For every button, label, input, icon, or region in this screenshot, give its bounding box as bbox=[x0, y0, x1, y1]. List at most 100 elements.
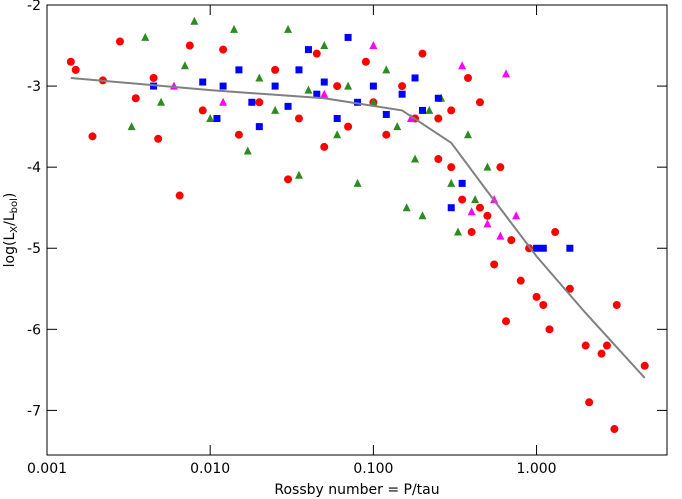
point bbox=[131, 94, 140, 103]
point bbox=[344, 81, 353, 90]
point bbox=[551, 228, 560, 237]
point bbox=[539, 301, 548, 309]
point bbox=[581, 341, 590, 350]
y-label-sub: X bbox=[9, 226, 20, 233]
point bbox=[294, 114, 303, 123]
point bbox=[490, 260, 499, 269]
point bbox=[533, 244, 541, 252]
point bbox=[418, 211, 427, 220]
point bbox=[475, 203, 484, 212]
point bbox=[271, 65, 280, 74]
point bbox=[284, 24, 293, 33]
point bbox=[463, 130, 472, 139]
point bbox=[434, 114, 443, 123]
point bbox=[502, 69, 511, 78]
point bbox=[507, 236, 516, 245]
point bbox=[458, 61, 467, 70]
y-axis-label: log(LX/Lbol) bbox=[2, 193, 20, 268]
point bbox=[219, 97, 228, 106]
point bbox=[382, 65, 391, 74]
point bbox=[565, 284, 574, 293]
point bbox=[115, 37, 124, 46]
point bbox=[66, 57, 75, 66]
y-label-part: log(L bbox=[2, 233, 18, 268]
point bbox=[398, 90, 406, 98]
point bbox=[369, 82, 377, 90]
point bbox=[354, 98, 362, 106]
point bbox=[294, 170, 303, 179]
point bbox=[382, 110, 390, 118]
point bbox=[235, 66, 243, 74]
point bbox=[320, 41, 329, 50]
y-tick-label: -6 bbox=[27, 322, 41, 338]
point bbox=[447, 106, 456, 115]
point bbox=[255, 123, 263, 131]
y-tick-label: -7 bbox=[27, 403, 41, 419]
point bbox=[463, 73, 472, 82]
point bbox=[169, 81, 178, 90]
point bbox=[255, 98, 264, 107]
point bbox=[545, 325, 554, 334]
point bbox=[458, 195, 467, 204]
point bbox=[447, 163, 456, 172]
point bbox=[353, 178, 362, 187]
point bbox=[243, 146, 252, 155]
point bbox=[602, 341, 611, 350]
point bbox=[483, 219, 492, 228]
point bbox=[434, 155, 443, 164]
point bbox=[185, 41, 194, 50]
point bbox=[585, 398, 594, 407]
point bbox=[512, 211, 521, 220]
y-label-sub: bol bbox=[9, 198, 20, 213]
point bbox=[141, 32, 150, 41]
point bbox=[369, 41, 378, 50]
point bbox=[248, 98, 256, 106]
point bbox=[320, 89, 329, 98]
point bbox=[361, 57, 370, 66]
point bbox=[284, 175, 293, 184]
x-tick-label: 1.000 bbox=[517, 461, 557, 477]
point bbox=[127, 122, 136, 131]
point bbox=[411, 154, 420, 163]
point bbox=[234, 130, 243, 139]
point bbox=[516, 276, 525, 285]
point bbox=[467, 207, 476, 216]
point bbox=[418, 106, 426, 114]
point bbox=[382, 130, 391, 139]
x-axis-label: Rossby number = P/tau bbox=[274, 482, 439, 498]
point bbox=[406, 114, 415, 123]
point bbox=[539, 244, 547, 252]
y-label-part: /L bbox=[2, 213, 18, 226]
point bbox=[320, 78, 328, 86]
point bbox=[190, 16, 199, 25]
point bbox=[312, 49, 321, 58]
point bbox=[411, 74, 419, 82]
point bbox=[333, 115, 341, 123]
y-tick-label: -2 bbox=[27, 0, 41, 14]
y-tick-label: -4 bbox=[27, 160, 41, 176]
point bbox=[640, 361, 649, 370]
point bbox=[320, 142, 329, 151]
point bbox=[304, 85, 313, 94]
point bbox=[313, 90, 321, 98]
point bbox=[180, 61, 189, 70]
point bbox=[483, 211, 492, 220]
point bbox=[271, 105, 280, 114]
point bbox=[157, 97, 166, 106]
point bbox=[471, 195, 480, 204]
point bbox=[284, 102, 292, 110]
point bbox=[333, 82, 342, 91]
point bbox=[295, 66, 303, 74]
point bbox=[198, 106, 207, 115]
point bbox=[425, 105, 434, 114]
point bbox=[149, 73, 158, 82]
point bbox=[447, 178, 456, 187]
point bbox=[475, 98, 484, 107]
point bbox=[369, 97, 378, 106]
point bbox=[418, 49, 427, 58]
y-label-part: ) bbox=[2, 193, 18, 198]
point bbox=[393, 122, 402, 131]
point bbox=[199, 78, 207, 86]
point bbox=[304, 46, 312, 54]
point bbox=[271, 82, 279, 90]
